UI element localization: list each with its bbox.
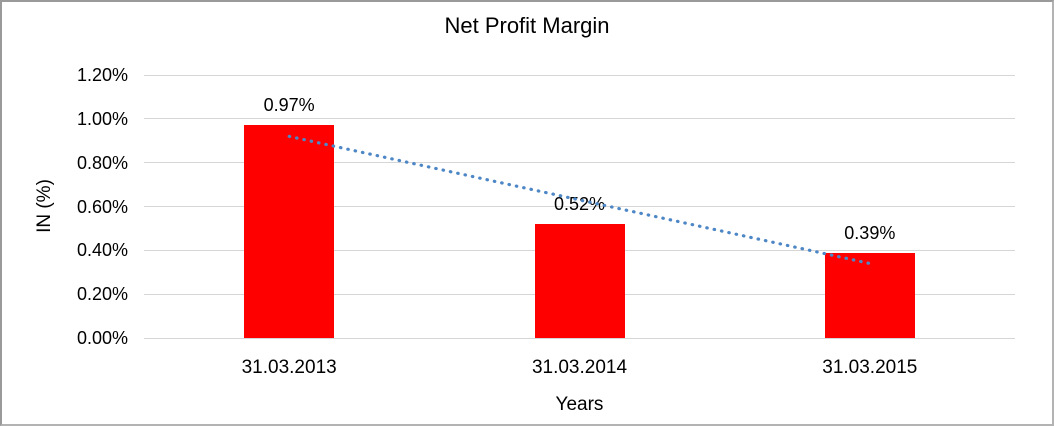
x-axis-title: Years	[555, 394, 604, 415]
y-tick-label: 0.40%	[76, 240, 128, 261]
x-tick-label: 31.03.2014	[531, 357, 628, 378]
x-tick-label: 31.03.2015	[822, 357, 918, 378]
data-label: 0.52%	[553, 194, 606, 215]
y-tick-label: 0.00%	[76, 328, 128, 348]
gridline	[144, 337, 1015, 339]
bar[interactable]	[824, 252, 915, 338]
gridline	[144, 118, 1015, 120]
x-tick-label: 31.03.2013	[241, 357, 337, 378]
data-label: 0.97%	[263, 95, 315, 116]
y-tick-label: 0.20%	[76, 284, 128, 305]
gridline	[144, 74, 1015, 76]
y-tick-label: 0.60%	[76, 196, 128, 217]
y-tick-label: 1.20%	[76, 65, 128, 85]
data-label: 0.39%	[844, 222, 896, 243]
bar[interactable]	[244, 125, 335, 338]
bar[interactable]	[534, 224, 625, 338]
y-tick-label: 0.80%	[76, 152, 128, 173]
y-tick-label: 1.00%	[76, 108, 128, 129]
chart-title: Net Profit Margin	[444, 13, 610, 38]
